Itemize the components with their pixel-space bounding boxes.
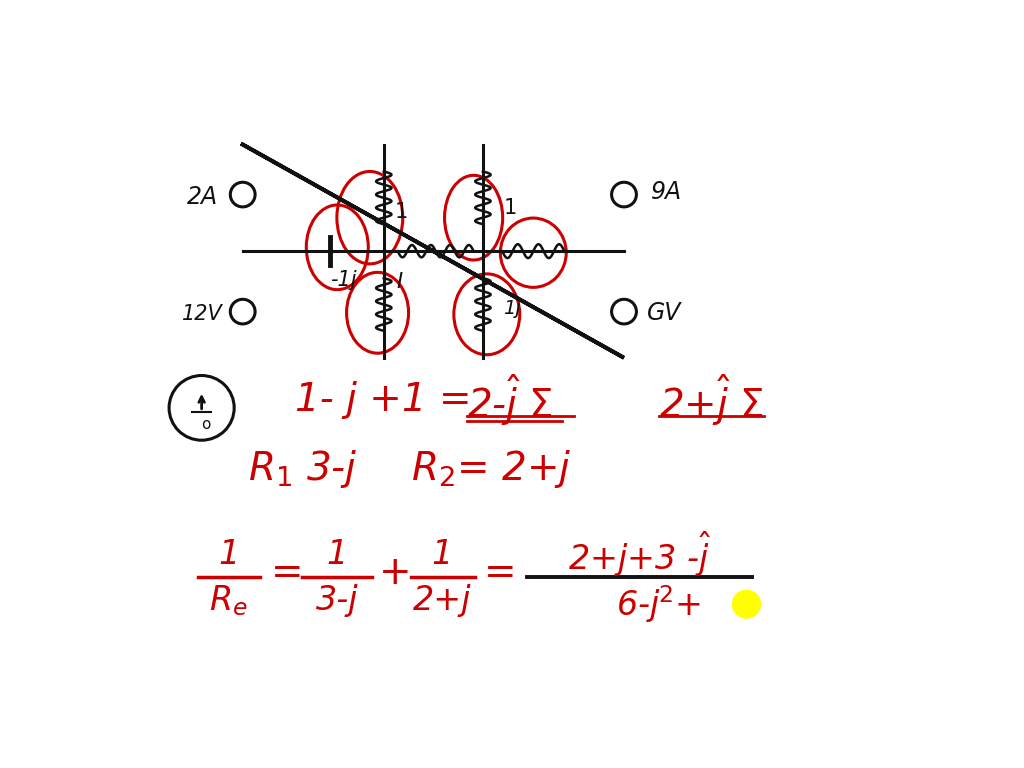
Text: 1: 1 bbox=[394, 201, 408, 221]
Text: 12V: 12V bbox=[182, 304, 223, 324]
Text: R$_2$= 2+j: R$_2$= 2+j bbox=[411, 449, 571, 491]
Text: o: o bbox=[201, 417, 210, 432]
Circle shape bbox=[732, 591, 761, 618]
Text: 3-j: 3-j bbox=[316, 584, 358, 617]
Text: 9A: 9A bbox=[651, 180, 682, 204]
Text: =: = bbox=[270, 554, 303, 592]
Text: =: = bbox=[483, 554, 516, 592]
Text: +: + bbox=[379, 554, 412, 592]
Text: 2+j: 2+j bbox=[413, 584, 471, 617]
Text: 1: 1 bbox=[218, 538, 240, 571]
Text: I: I bbox=[396, 272, 402, 292]
Text: 1- j +1 =: 1- j +1 = bbox=[295, 381, 483, 419]
Text: 2+j+3 -$\hat{j}$: 2+j+3 -$\hat{j}$ bbox=[568, 530, 711, 579]
Text: R$_e$: R$_e$ bbox=[209, 583, 248, 617]
Text: 1j: 1j bbox=[504, 300, 521, 319]
Text: 2-$\hat{j}$ $\Sigma$: 2-$\hat{j}$ $\Sigma$ bbox=[467, 372, 554, 428]
Text: 1: 1 bbox=[431, 538, 453, 571]
Text: GV: GV bbox=[647, 301, 682, 325]
Text: 6-j$^2$+: 6-j$^2$+ bbox=[616, 584, 701, 625]
Text: -1j: -1j bbox=[330, 270, 356, 290]
Text: 2A: 2A bbox=[186, 185, 218, 209]
Text: 1: 1 bbox=[327, 538, 348, 571]
Text: 1: 1 bbox=[504, 197, 517, 217]
Text: 2+$\hat{j}$ $\Sigma$: 2+$\hat{j}$ $\Sigma$ bbox=[658, 372, 764, 428]
Text: R$_1$ 3-j: R$_1$ 3-j bbox=[248, 449, 357, 491]
